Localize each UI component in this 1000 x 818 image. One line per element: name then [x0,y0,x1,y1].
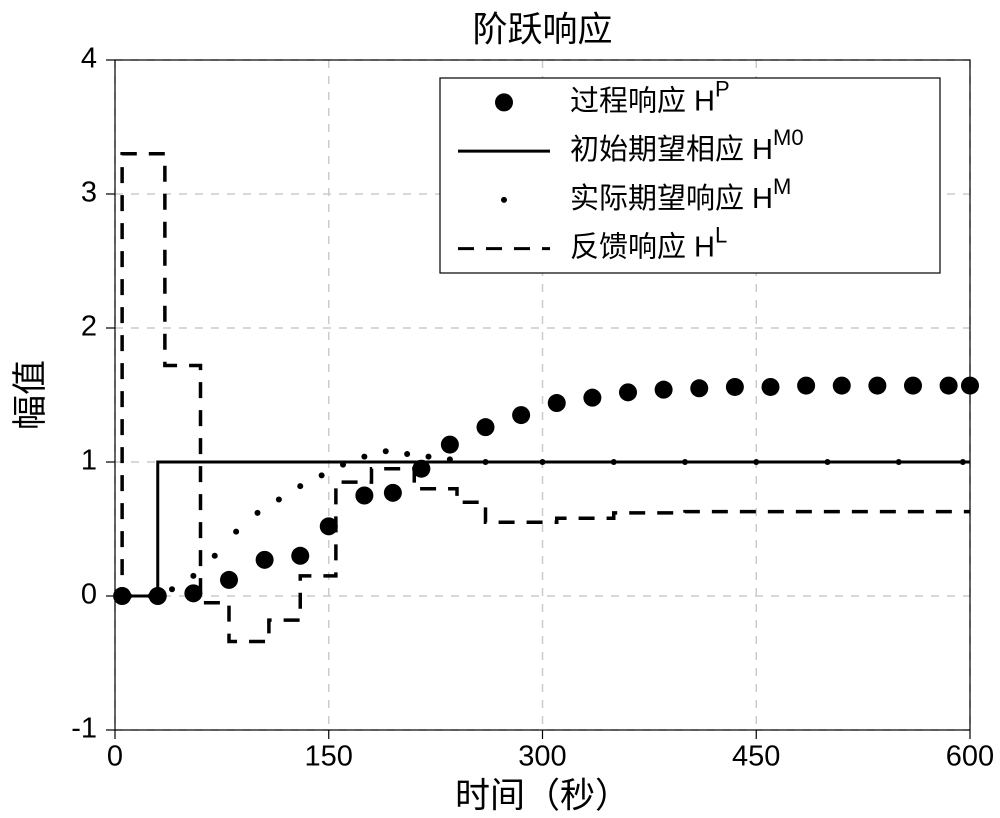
series-hp-point [256,551,274,569]
svg-text:300: 300 [518,741,566,773]
svg-text:150: 150 [305,741,353,773]
series-hp-point [320,517,338,535]
series-hp-point [940,377,958,395]
svg-text:450: 450 [732,741,780,773]
series-hm-point [447,456,453,462]
series-hp-point [291,547,309,565]
series-hm-point [383,448,389,454]
series-hm-point [960,459,966,465]
series-hm-point [233,529,239,535]
series-hm-point [611,459,617,465]
series-hm-point [340,462,346,468]
series-hm-point [896,459,902,465]
series-hm-point [426,454,432,460]
series-hp-point [904,377,922,395]
series-hp-point [548,394,566,412]
series-hm-point [212,553,218,559]
series-hp-point [868,377,886,395]
series-hp-point [833,377,851,395]
series-hp-point [355,487,373,505]
series-hm-point [753,459,759,465]
series-hp-point [655,381,673,399]
series-hp-point [477,418,495,436]
svg-text:0: 0 [107,741,123,773]
series-hp-point [220,571,238,589]
svg-text:幅值: 幅值 [11,360,50,430]
series-hm-point [825,459,831,465]
series-hp-point [690,379,708,397]
svg-text:600: 600 [946,741,994,773]
series-hp-point [762,378,780,396]
svg-text:3: 3 [81,177,97,209]
svg-text:2: 2 [81,311,97,343]
series-hp-point [149,587,167,605]
series-hm-point [483,459,489,465]
series-hp-point [441,436,459,454]
series-hm-point [361,454,367,460]
series-hm-point [297,483,303,489]
series-hm-point [255,510,261,516]
legend: 过程响应 HP初始期望相应 HM0实际期望响应 HM反馈响应 HL [440,76,940,273]
series-hm-point [540,459,546,465]
series-hp-point [726,378,744,396]
series-hp-point [512,406,530,424]
svg-text:1: 1 [81,445,97,477]
svg-text:4: 4 [81,43,97,75]
chart-svg: 0 150 300 450 600 -1 0 1 2 3 4 阶跃响应时间（秒） 幅值 过程响应 HP初始… [0,0,1000,818]
series-hm-point [319,472,325,478]
svg-text:时间（秒）: 时间（秒） [455,776,630,815]
step-response-chart: 0 150 300 450 600 -1 0 1 2 3 4 阶跃响应时间（秒） 幅值 过程响应 HP初始… [0,0,1000,818]
svg-text:-1: -1 [71,713,97,745]
series-hp-point [184,584,202,602]
series-hp-point [961,377,979,395]
series-hm-point [682,459,688,465]
series-hp-point [412,460,430,478]
series-hm-point [190,573,196,579]
svg-text:阶跃响应: 阶跃响应 [472,10,612,49]
series-hp-point [384,484,402,502]
series-hm-point [404,451,410,457]
series-hp-point [797,377,815,395]
series-hm-point [276,497,282,503]
series-hm-point [169,586,175,592]
series-hp-point [583,389,601,407]
series-hp-point [113,587,131,605]
svg-text:0: 0 [81,579,97,611]
series-hp-point [619,383,637,401]
